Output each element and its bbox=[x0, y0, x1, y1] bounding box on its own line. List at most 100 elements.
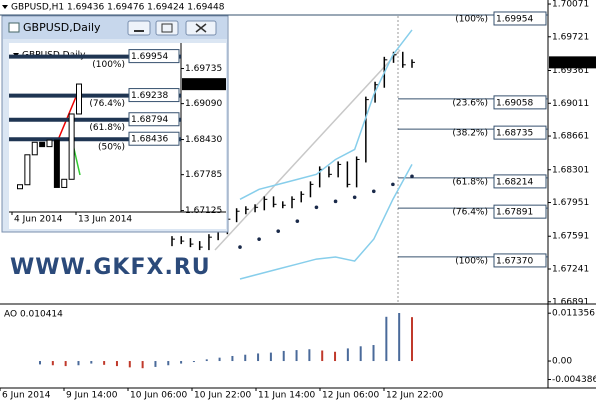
restore-glyph bbox=[161, 23, 173, 33]
fib-value-box bbox=[128, 112, 180, 127]
fib-level-label: (61.8%) bbox=[452, 177, 488, 187]
ma-dot bbox=[391, 182, 395, 187]
current-price-box bbox=[182, 78, 226, 91]
fib-value-box bbox=[128, 49, 180, 64]
fib-trendline bbox=[214, 49, 401, 251]
y-tick-label: 1.66891 bbox=[552, 297, 589, 307]
candle bbox=[17, 184, 23, 190]
y-tick-label: 1.69361 bbox=[552, 66, 589, 76]
watermark: WWW.GKFX.RU bbox=[10, 255, 211, 280]
restore-button[interactable] bbox=[155, 20, 179, 36]
fib-value-box bbox=[128, 88, 180, 103]
chart-title: GBPUSD,H1 1.69436 1.69476 1.69424 1.6944… bbox=[11, 3, 225, 13]
fib-level-label: (23.6%) bbox=[452, 98, 488, 108]
band-line bbox=[239, 164, 413, 280]
ma-dot bbox=[295, 219, 300, 223]
x-tick-label: 12 Jun 22:00 bbox=[386, 391, 443, 400]
ao-bar bbox=[115, 361, 118, 367]
x-tick-label: 6 Jun 2014 bbox=[2, 391, 51, 400]
fib-value-label: 1.69058 bbox=[496, 98, 533, 108]
window-title: GBPUSD,Daily bbox=[23, 21, 101, 34]
fib-value-label: 1.68436 bbox=[131, 135, 168, 145]
candle bbox=[68, 113, 75, 180]
ao-bar bbox=[77, 361, 80, 366]
ma-dot bbox=[257, 237, 261, 241]
fib-level-label: (50%) bbox=[98, 143, 125, 153]
fib-value-box bbox=[493, 95, 547, 110]
fib-value-label: 1.69954 bbox=[496, 14, 533, 24]
x-tick-label: 9 Jun 14:00 bbox=[66, 391, 118, 400]
daily-window[interactable]: GBPUSD,Daily GBPUSD,Daily 1.697351.69090… bbox=[1, 15, 229, 233]
y-tick-label: 1.69721 bbox=[552, 32, 589, 42]
ma-dot bbox=[371, 189, 376, 194]
ma-dot bbox=[276, 229, 281, 233]
fib-level-label: (38.2%) bbox=[452, 129, 488, 139]
ao-bar bbox=[359, 346, 362, 362]
y-tick-label: 1.68430 bbox=[185, 135, 222, 145]
x-tick-label: 10 Jun 22:00 bbox=[194, 391, 251, 400]
inner-red-line bbox=[57, 91, 79, 141]
candle bbox=[24, 154, 31, 186]
x-tick-label: 12 Jun 06:00 bbox=[322, 391, 379, 400]
fib-value-label: 1.67370 bbox=[496, 256, 533, 266]
ao-bar bbox=[90, 361, 93, 364]
fib-level-label: (61.8%) bbox=[89, 123, 125, 133]
candle bbox=[39, 141, 46, 148]
ma-dot bbox=[238, 245, 242, 249]
ma-dot bbox=[410, 174, 414, 179]
fib-value-box bbox=[493, 253, 547, 268]
fib-value-label: 1.69954 bbox=[131, 52, 168, 62]
candle bbox=[61, 178, 68, 188]
ao-pane: 0.011356 0.00 -0.004386 AO 0.010414 bbox=[4, 309, 596, 385]
y-tick-label: -0.004386 bbox=[552, 375, 596, 385]
y-tick-label: 1.67785 bbox=[185, 170, 222, 180]
ao-bar bbox=[244, 354, 247, 362]
ao-bar bbox=[269, 352, 272, 362]
collapse-icon[interactable] bbox=[2, 5, 8, 9]
ao-bar bbox=[154, 361, 157, 367]
ao-bar bbox=[308, 349, 311, 362]
ma-dot bbox=[333, 199, 338, 204]
ao-bar bbox=[218, 357, 221, 362]
fib-value-box bbox=[493, 174, 547, 189]
fib-value-label: 1.67891 bbox=[496, 208, 533, 218]
ao-bar bbox=[192, 361, 195, 363]
inner-chart bbox=[9, 43, 226, 229]
ao-bar bbox=[167, 361, 170, 366]
current-price-label: 1.69448 bbox=[185, 80, 222, 90]
current-price-box bbox=[549, 56, 596, 69]
ao-bar bbox=[295, 350, 298, 362]
fib-level-label: (76.4%) bbox=[452, 208, 488, 218]
ao-bar bbox=[334, 351, 337, 362]
fib-value-box bbox=[128, 131, 180, 146]
y-tick-label: 1.67951 bbox=[552, 198, 589, 208]
y-tick-label: 1.67125 bbox=[185, 206, 222, 216]
ao-bar bbox=[372, 345, 375, 362]
current-price-label: 1.69448 bbox=[552, 58, 589, 68]
ao-bar bbox=[231, 355, 234, 362]
ao-bar bbox=[180, 361, 183, 364]
ao-bar bbox=[321, 350, 324, 362]
candle bbox=[53, 139, 60, 188]
candle bbox=[31, 141, 38, 156]
fib-value-label: 1.68214 bbox=[496, 177, 533, 187]
fib-value-box bbox=[493, 11, 547, 26]
minimize-button[interactable] bbox=[127, 20, 151, 36]
y-tick-label: 1.68661 bbox=[552, 132, 589, 142]
fib-level-label: (100%) bbox=[455, 256, 488, 266]
ao-bar bbox=[64, 361, 67, 367]
pane-title: AO 0.010414 bbox=[4, 310, 63, 320]
y-tick-label: 1.68301 bbox=[552, 165, 589, 175]
y-tick-label: 1.70071 bbox=[552, 0, 589, 10]
ao-bar bbox=[141, 361, 144, 369]
fib-value-box bbox=[493, 204, 547, 219]
x-tick-label: 4 Jun 2014 bbox=[14, 215, 63, 225]
ma-dot bbox=[352, 195, 357, 200]
x-tick-label: 10 Jun 06:00 bbox=[130, 391, 187, 400]
ao-bar bbox=[398, 313, 401, 362]
ao-bar bbox=[103, 361, 106, 365]
ao-bar bbox=[39, 361, 41, 365]
fib-value-label: 1.69238 bbox=[131, 91, 168, 101]
